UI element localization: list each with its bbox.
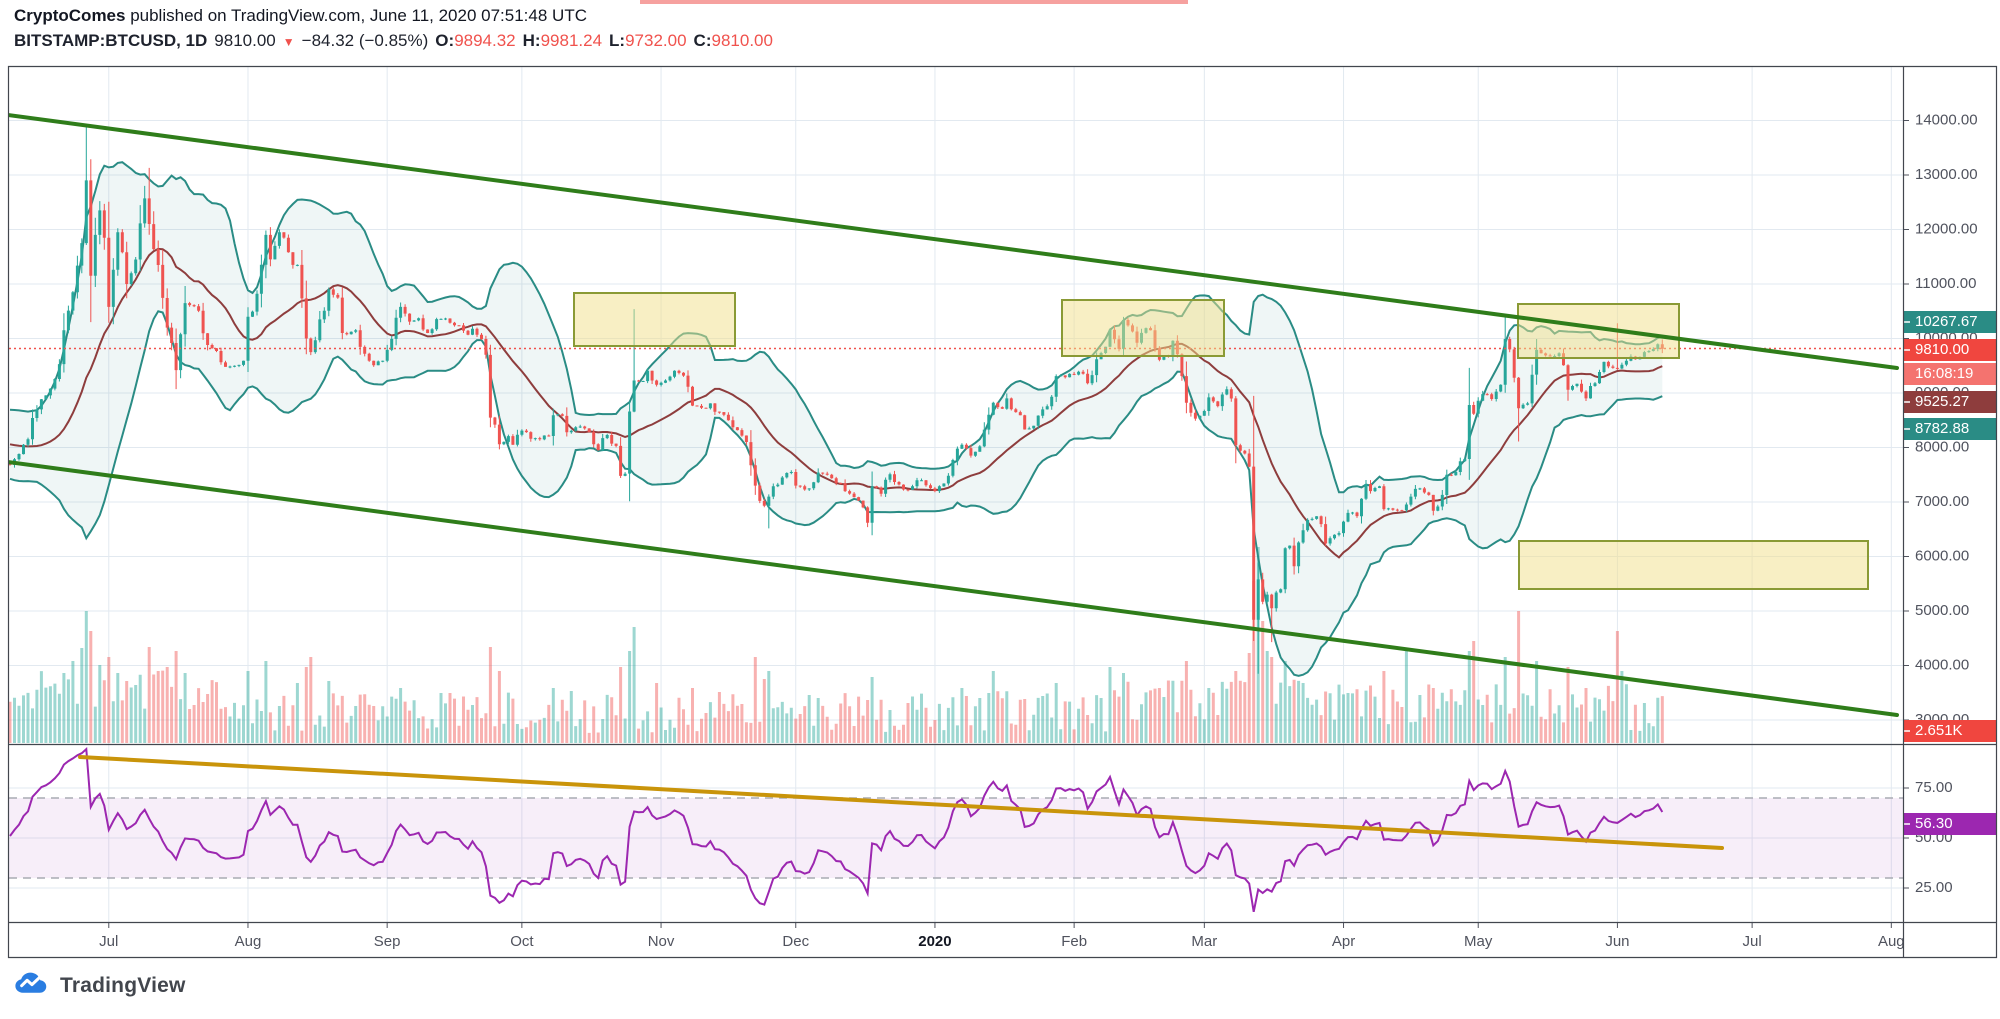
main-price-pane[interactable]: [8, 113, 1903, 743]
svg-text:9810.00: 9810.00: [1915, 341, 1969, 358]
rsi-band-fill: [9, 798, 1903, 878]
high-label: H:: [522, 31, 541, 50]
price-tick-label: 12000.00: [1915, 220, 1978, 237]
resistance-zone-feb-2020[interactable]: [1061, 299, 1225, 357]
open-label: O:: [435, 31, 455, 50]
close-field: C:9810.00: [694, 29, 773, 53]
bollinger-upper-band: [9, 161, 1663, 494]
grid-lines: [9, 67, 1903, 922]
time-tick-label: Mar: [1191, 933, 1217, 950]
time-tick-label: Sep: [374, 933, 401, 950]
tradingview-logo-icon[interactable]: [14, 970, 51, 1001]
tradingview-wordmark[interactable]: TradingView: [60, 973, 186, 997]
support-zone-6000[interactable]: [1518, 540, 1869, 590]
symbol-title[interactable]: BITSTAMP:BTCUSD, 1D: [14, 31, 208, 50]
svg-text:56.30: 56.30: [1915, 815, 1953, 832]
pane-borders: [7, 65, 1998, 959]
publish-info: published on TradingView.com, June 11, 2…: [125, 6, 587, 25]
attribution-line: CryptoComes published on TradingView.com…: [14, 4, 773, 28]
time-tick-label: Dec: [782, 933, 809, 950]
time-tick-label: Nov: [648, 933, 675, 950]
rsi-value-badge: 56.30: [1904, 813, 1997, 835]
price-tick-label: 11000.00: [1915, 275, 1976, 292]
candle-wicks-down: [9, 159, 1663, 643]
time-tick-label: Feb: [1061, 933, 1087, 950]
price-change: −84.32 (−0.85%): [301, 31, 429, 50]
last-price: 9810.00: [214, 31, 276, 50]
price-badge-10267-67: 10267.67: [1904, 311, 1997, 333]
svg-text:16:08:19: 16:08:19: [1915, 365, 1973, 382]
candle-bodies-down: [9, 180, 1664, 620]
time-tick-label: May: [1464, 933, 1493, 950]
time-tick-label: 2020: [918, 933, 951, 950]
rsi-gold-trendline[interactable]: [78, 755, 1724, 850]
price-tick-label: 4000.00: [1915, 656, 1969, 673]
low-field: L:9732.00: [609, 29, 687, 53]
symbol-line: BITSTAMP:BTCUSD, 1D 9810.00 ▼ −84.32 (−0…: [14, 29, 773, 54]
price-badge-8782-88: 8782.88: [1904, 418, 1997, 440]
price-badge-2-651K: 2.651K: [1904, 720, 1997, 742]
volume-bars-down: [9, 581, 1664, 743]
time-tick-label: Jun: [1605, 933, 1629, 950]
price-badge-16-08-19: 16:08:19: [1904, 363, 1997, 385]
candle-wicks-up: [14, 127, 1659, 674]
low-label: L:: [609, 31, 626, 50]
resistance-zone-jun-2020[interactable]: [1517, 303, 1680, 359]
price-tick-label: 14000.00: [1915, 111, 1978, 128]
footer: TradingView: [14, 970, 186, 1001]
price-tick-label: 7000.00: [1915, 493, 1969, 510]
chart-header: CryptoComes published on TradingView.com…: [14, 4, 773, 54]
svg-text:9525.27: 9525.27: [1915, 393, 1969, 410]
time-tick-label: Jul: [1743, 933, 1762, 950]
open-field: O:9894.32: [435, 29, 515, 53]
time-tick-label: Jul: [99, 933, 118, 950]
price-tick-label: 5000.00: [1915, 602, 1969, 619]
price-tick-label: 8000.00: [1915, 438, 1969, 455]
publisher-name: CryptoComes: [14, 6, 126, 25]
time-tick-label: Aug: [1878, 933, 1905, 950]
low-value: 9732.00: [625, 31, 687, 50]
svg-text:8782.88: 8782.88: [1915, 420, 1969, 437]
resistance-zone-oct-2019[interactable]: [573, 292, 736, 347]
time-tick-label: Oct: [510, 933, 534, 950]
svg-text:10267.67: 10267.67: [1915, 313, 1978, 330]
price-axis[interactable]: 14000.0013000.0012000.0011000.0010000.00…: [1903, 111, 1997, 742]
close-value: 9810.00: [711, 31, 773, 50]
price-tick-label: 6000.00: [1915, 547, 1969, 564]
bollinger-lower-band: [9, 310, 1663, 677]
price-badge-9525-27: 9525.27: [1904, 391, 1997, 413]
rsi-line: [9, 746, 1664, 912]
price-tick-label: 13000.00: [1915, 166, 1978, 183]
volume-bars-up: [13, 547, 1660, 743]
time-axis[interactable]: Jul Aug Sep Oct Nov Dec 2020 Feb Mar Apr May Jun Jul…: [99, 922, 1905, 950]
time-tick-label: Apr: [1332, 933, 1355, 950]
lower-support-trendline[interactable]: [8, 460, 1899, 717]
high-field: H:9981.24: [523, 29, 602, 53]
open-value: 9894.32: [454, 31, 516, 50]
close-label: C:: [693, 31, 712, 50]
high-value: 9981.24: [540, 31, 603, 50]
rsi-tick-label: 75.00: [1915, 779, 1953, 796]
upper-resistance-trendline[interactable]: [8, 113, 1899, 370]
time-tick-label: Aug: [235, 933, 262, 950]
arrow-down-icon: ▼: [282, 35, 295, 49]
top-red-strip: [640, 0, 1188, 4]
bollinger-fill: [10, 162, 1663, 676]
candle-bodies-up: [13, 180, 1660, 620]
price-badge-9810-00: 9810.00: [1904, 339, 1997, 361]
svg-text:2.651K: 2.651K: [1915, 722, 1963, 739]
rsi-tick-label: 25.00: [1915, 879, 1953, 896]
rsi-pane[interactable]: [9, 746, 1903, 912]
